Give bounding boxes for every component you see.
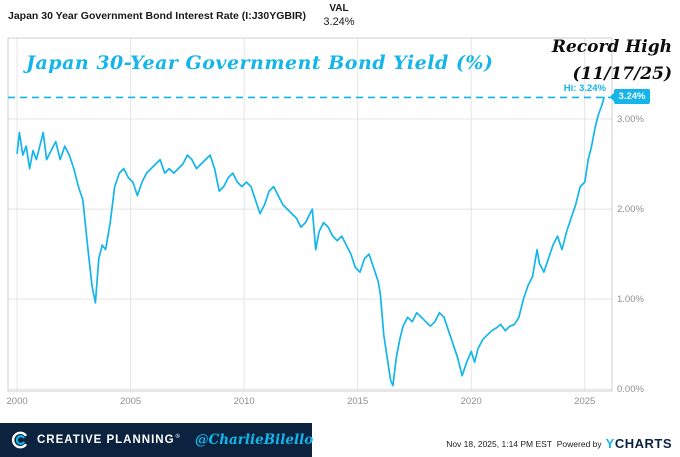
x-axis-tick-label: 2005 [120, 396, 142, 407]
y-axis-tick-label: 3.00% [617, 114, 644, 126]
record-high-line2: (11/17/25) [572, 64, 672, 84]
badge-value: 3.24% [618, 91, 646, 103]
ycharts-logo: YCHARTS [605, 436, 672, 451]
creative-planning-logo-icon [11, 431, 27, 449]
y-axis-tick-label: 1.00% [617, 294, 644, 306]
branding-bar: CREATIVE PLANNING® @CharlieBilello [0, 423, 314, 457]
registered-mark: ® [175, 434, 181, 441]
value-column-header: VAL [329, 3, 349, 14]
x-axis-tick-label: 2025 [574, 396, 596, 407]
high-value-label: Hi: 3.24% [563, 83, 606, 95]
x-axis-tick-label: 2010 [233, 396, 255, 407]
x-axis-tick-label: 2000 [6, 396, 28, 407]
chart-title-annotation: Japan 30-Year Government Bond Yield (%) [26, 52, 494, 74]
current-value-badge: 3.24% [609, 89, 650, 105]
brand-name: CREATIVE PLANNING® [37, 434, 181, 446]
timestamp: Nov 18, 2025, 1:14 PM EST Powered by [446, 438, 602, 449]
series-title: Japan 30 Year Government Bond Interest R… [8, 10, 306, 22]
current-value: 3.24% [323, 16, 355, 28]
x-axis-tick-label: 2020 [460, 396, 482, 407]
record-high-line1: Record High [551, 37, 672, 57]
twitter-handle: @CharlieBilello [194, 432, 314, 448]
y-axis-tick-label: 2.00% [617, 204, 644, 216]
attribution: Nov 18, 2025, 1:14 PM EST Powered by YCH… [446, 436, 672, 451]
y-axis-tick-label: 0.00% [617, 384, 644, 396]
x-axis-tick-label: 2015 [347, 396, 369, 407]
value-column: VAL 3.24% [308, 3, 370, 28]
record-high-annotation: Record High (11/17/25) [552, 34, 672, 88]
